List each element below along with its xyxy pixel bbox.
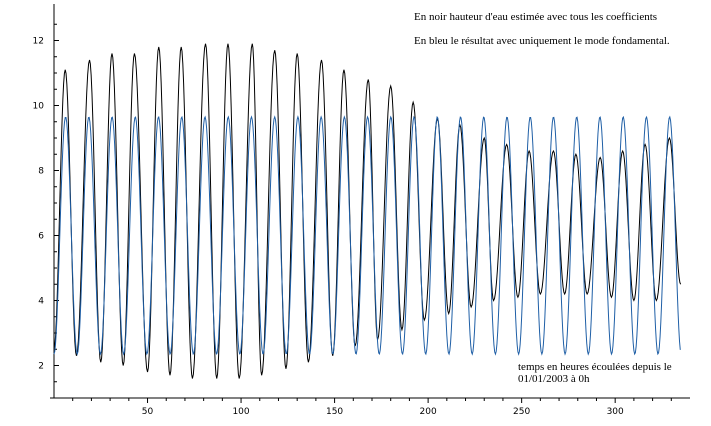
y-tick-label: 8 bbox=[38, 167, 44, 177]
y-tick-label: 6 bbox=[38, 232, 44, 242]
y-axis: 2 4 6 8 10 12 bbox=[33, 4, 59, 398]
x-tick-label: 250 bbox=[513, 407, 530, 417]
y-tick-label: 10 bbox=[33, 102, 45, 112]
y-tick-label: 12 bbox=[33, 37, 44, 47]
x-axis-label-line2: 01/01/2003 à 0h bbox=[518, 373, 590, 385]
y-tick-label: 2 bbox=[38, 362, 44, 372]
x-tick-label: 50 bbox=[142, 407, 154, 417]
legend-note-blue: En bleu le résultat avec uniquement le m… bbox=[414, 35, 670, 47]
x-axis-label-line1: temps en heures écoulées depuis le bbox=[518, 361, 672, 373]
series-black-all-coefficients bbox=[53, 43, 682, 379]
legend-note-black: En noir hauteur d'eau estimée avec tous … bbox=[414, 11, 658, 23]
x-tick-label: 150 bbox=[326, 407, 343, 417]
series-blue-fundamental-mode bbox=[53, 115, 681, 356]
x-tick-label: 300 bbox=[607, 407, 624, 417]
x-tick-label: 200 bbox=[420, 407, 437, 417]
y-tick-label: 4 bbox=[38, 297, 44, 307]
x-axis: 50 100 150 200 250 300 bbox=[50, 397, 690, 417]
x-tick-label: 100 bbox=[232, 407, 249, 417]
